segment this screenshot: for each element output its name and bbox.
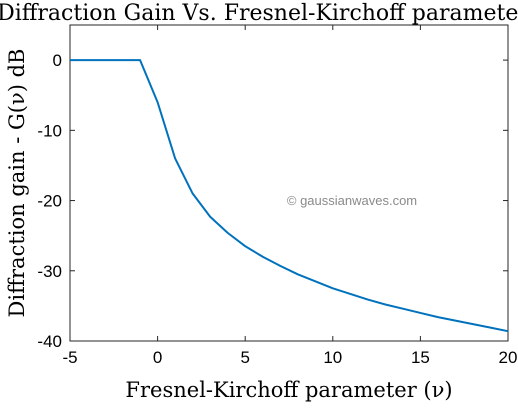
y-axis-ticks: 0 -10 -20 -30 -40	[37, 51, 508, 351]
series-line	[70, 59, 509, 333]
y-tick-label: -30	[37, 262, 62, 281]
y-tick-label: 0	[53, 51, 62, 70]
chart-title: Diffraction Gain Vs. Fresnel-Kirchoff pa…	[0, 1, 518, 26]
x-axis-ticks: -5 0 5 10 15 20	[62, 25, 517, 367]
x-tick-label: 20	[499, 348, 518, 367]
y-axis-label: Diffraction gain - G(ν) dB	[5, 49, 29, 318]
x-tick-label: 15	[411, 348, 430, 367]
y-tick-label: -10	[37, 121, 62, 140]
x-axis-label: Fresnel-Kirchoff parameter (ν)	[125, 378, 452, 402]
x-tick-label: 5	[240, 348, 249, 367]
x-tick-label: -5	[62, 348, 77, 367]
x-tick-label: 0	[153, 348, 162, 367]
y-tick-label: -40	[37, 332, 62, 351]
plot-area	[69, 24, 509, 342]
watermark-text: © gaussianwaves.com	[287, 193, 417, 208]
x-tick-label: 10	[323, 348, 342, 367]
y-tick-label: -20	[37, 192, 62, 211]
